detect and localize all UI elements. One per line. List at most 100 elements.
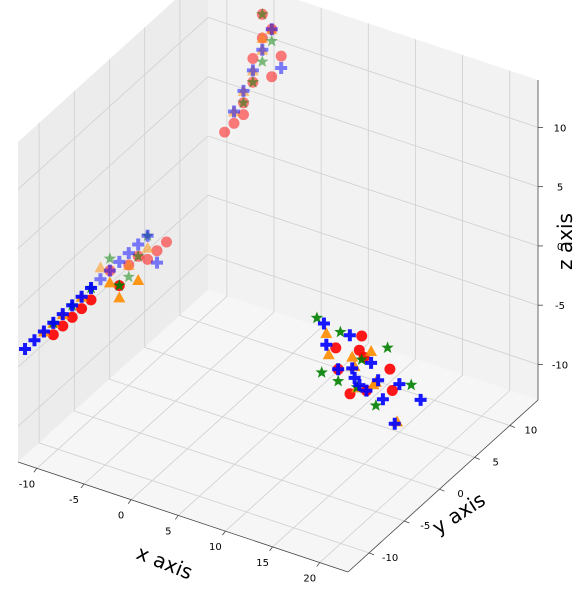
floor-pane: [18, 290, 538, 572]
point-plus: [317, 317, 330, 330]
x-tick-label: 15: [256, 558, 269, 569]
point-plus: [332, 363, 345, 376]
point-triangle: [346, 350, 359, 362]
y-tick-mark: [474, 456, 480, 460]
point-triangle: [122, 259, 135, 270]
point-star: [315, 366, 328, 378]
point-plus: [66, 299, 79, 312]
point-plus: [414, 393, 427, 406]
x-tick-label: 5: [165, 526, 171, 537]
z-tick-label: -10: [552, 360, 568, 371]
point-circle: [151, 245, 163, 257]
x-tick-mark: [222, 530, 226, 536]
point-star: [256, 7, 269, 20]
point-plus: [246, 64, 259, 77]
point-circle: [161, 236, 172, 248]
point-plus: [151, 256, 164, 269]
point-circle: [356, 330, 368, 342]
point-plus: [388, 417, 401, 430]
y-tick-label: -10: [382, 553, 398, 564]
z-tick-label: 10: [554, 123, 567, 134]
point-plus: [28, 334, 41, 347]
point-circle: [47, 329, 59, 341]
point-plus: [19, 342, 32, 355]
grid-line-z: [17, 16, 539, 190]
point-circle: [228, 117, 240, 129]
y-tick-label: 0: [457, 489, 463, 500]
point-star: [237, 96, 250, 108]
point-plus: [94, 273, 107, 286]
point-triangle: [365, 345, 378, 356]
x-tick-mark: [269, 546, 273, 552]
y-tick-mark: [439, 488, 445, 492]
point-plus: [103, 264, 116, 277]
point-plus: [360, 384, 373, 397]
point-plus: [141, 229, 154, 242]
point-circle: [247, 53, 259, 64]
point-star: [381, 341, 394, 353]
point-triangle: [103, 276, 116, 288]
point-star: [113, 279, 126, 291]
point-star: [355, 353, 368, 365]
x-tick-mark: [127, 499, 132, 504]
grid-line-z: [17, 76, 539, 249]
y-tick-label: 5: [493, 457, 499, 468]
point-circle: [66, 311, 78, 323]
x-tick-mark: [174, 515, 179, 520]
y-tick-label: 10: [525, 426, 538, 437]
grid-line-z: [17, 253, 539, 427]
point-plus: [228, 105, 241, 118]
point-triangle: [256, 32, 269, 43]
x-tick-mark: [316, 562, 321, 567]
point-plus: [122, 247, 135, 260]
point-circle: [353, 344, 365, 356]
point-circle: [238, 109, 249, 121]
x-tick-mark: [33, 468, 38, 473]
grid-line-z: [17, 135, 539, 309]
point-circle: [384, 363, 396, 375]
point-triangle: [94, 261, 107, 273]
point-plus: [132, 238, 145, 251]
data-points: [19, 7, 427, 430]
x-axis-title: x axis: [133, 540, 196, 584]
point-star: [369, 399, 383, 411]
point-circle: [330, 342, 342, 354]
point-plus: [75, 290, 88, 303]
point-plus: [365, 356, 378, 369]
point-plus: [37, 325, 50, 338]
tick-labels: -10 -5 0 5 10 15 20 -10 -5 0 5 10 -10 -5 0 5 10: [19, 123, 568, 584]
point-circle: [76, 303, 88, 315]
point-plus: [346, 362, 359, 375]
x-tick-label: -5: [69, 495, 79, 506]
point-plus: [348, 371, 361, 384]
point-star: [334, 325, 347, 338]
point-plus: [320, 338, 333, 351]
y-tick-mark: [368, 552, 375, 556]
point-star: [332, 374, 345, 387]
point-plus: [343, 329, 356, 342]
point-circle: [57, 320, 69, 332]
point-circle: [266, 71, 278, 83]
point-star: [122, 270, 135, 283]
point-triangle: [320, 327, 333, 338]
y-tick-mark: [509, 425, 516, 428]
point-star: [103, 252, 117, 264]
point-plus: [256, 43, 269, 56]
axis-lines: [17, 80, 543, 573]
point-plus: [113, 255, 126, 268]
point-star: [246, 75, 260, 88]
point-circle: [386, 385, 398, 396]
point-plus: [56, 308, 69, 321]
grid-lines: [17, 0, 539, 563]
point-plus: [376, 393, 389, 406]
point-plus: [237, 84, 250, 97]
point-circle: [275, 50, 287, 62]
point-plus: [393, 378, 406, 391]
point-plus: [85, 282, 98, 294]
point-plus: [275, 61, 288, 74]
point-circle: [219, 126, 231, 138]
z-axis-title: z axis: [553, 213, 577, 270]
x-tick-label: 0: [118, 511, 124, 522]
